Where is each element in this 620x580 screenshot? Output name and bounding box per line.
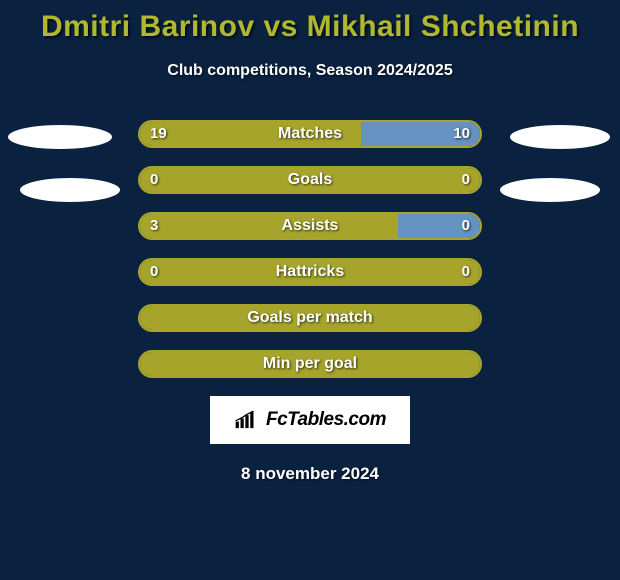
bar-segment bbox=[279, 122, 361, 146]
stat-value-right: 0 bbox=[462, 258, 470, 286]
stat-row: Goals per match bbox=[0, 304, 620, 332]
stat-value-left: 19 bbox=[150, 120, 167, 148]
stat-value-left: 0 bbox=[150, 166, 158, 194]
bar-track bbox=[138, 212, 482, 240]
stat-value-right: 0 bbox=[462, 166, 470, 194]
stat-row: Min per goal bbox=[0, 350, 620, 378]
bar-segment bbox=[140, 168, 480, 192]
bar-track bbox=[138, 350, 482, 378]
fctables-badge: FcTables.com bbox=[210, 396, 410, 444]
stat-value-right: 10 bbox=[453, 120, 470, 148]
date-text: 8 november 2024 bbox=[0, 464, 620, 484]
fctables-text: FcTables.com bbox=[266, 409, 386, 431]
bar-segment bbox=[140, 214, 398, 238]
stat-row: Assists30 bbox=[0, 212, 620, 240]
stat-row: Matches1910 bbox=[0, 120, 620, 148]
stat-value-left: 3 bbox=[150, 212, 158, 240]
bar-track bbox=[138, 120, 482, 148]
bar-track bbox=[138, 166, 482, 194]
page-title: Dmitri Barinov vs Mikhail Shchetinin bbox=[0, 0, 620, 44]
stat-row: Goals00 bbox=[0, 166, 620, 194]
bar-chart-icon bbox=[234, 409, 260, 431]
stat-rows: Matches1910Goals00Assists30Hattricks00Go… bbox=[0, 120, 620, 378]
bar-segment bbox=[140, 260, 480, 284]
stat-value-left: 0 bbox=[150, 258, 158, 286]
bar-track bbox=[138, 304, 482, 332]
comparison-card: Dmitri Barinov vs Mikhail Shchetinin Clu… bbox=[0, 0, 620, 580]
bar-segment bbox=[140, 352, 480, 376]
stat-value-right: 0 bbox=[462, 212, 470, 240]
stat-row: Hattricks00 bbox=[0, 258, 620, 286]
bar-track bbox=[138, 258, 482, 286]
bar-segment bbox=[140, 306, 480, 330]
subtitle: Club competitions, Season 2024/2025 bbox=[0, 62, 620, 80]
